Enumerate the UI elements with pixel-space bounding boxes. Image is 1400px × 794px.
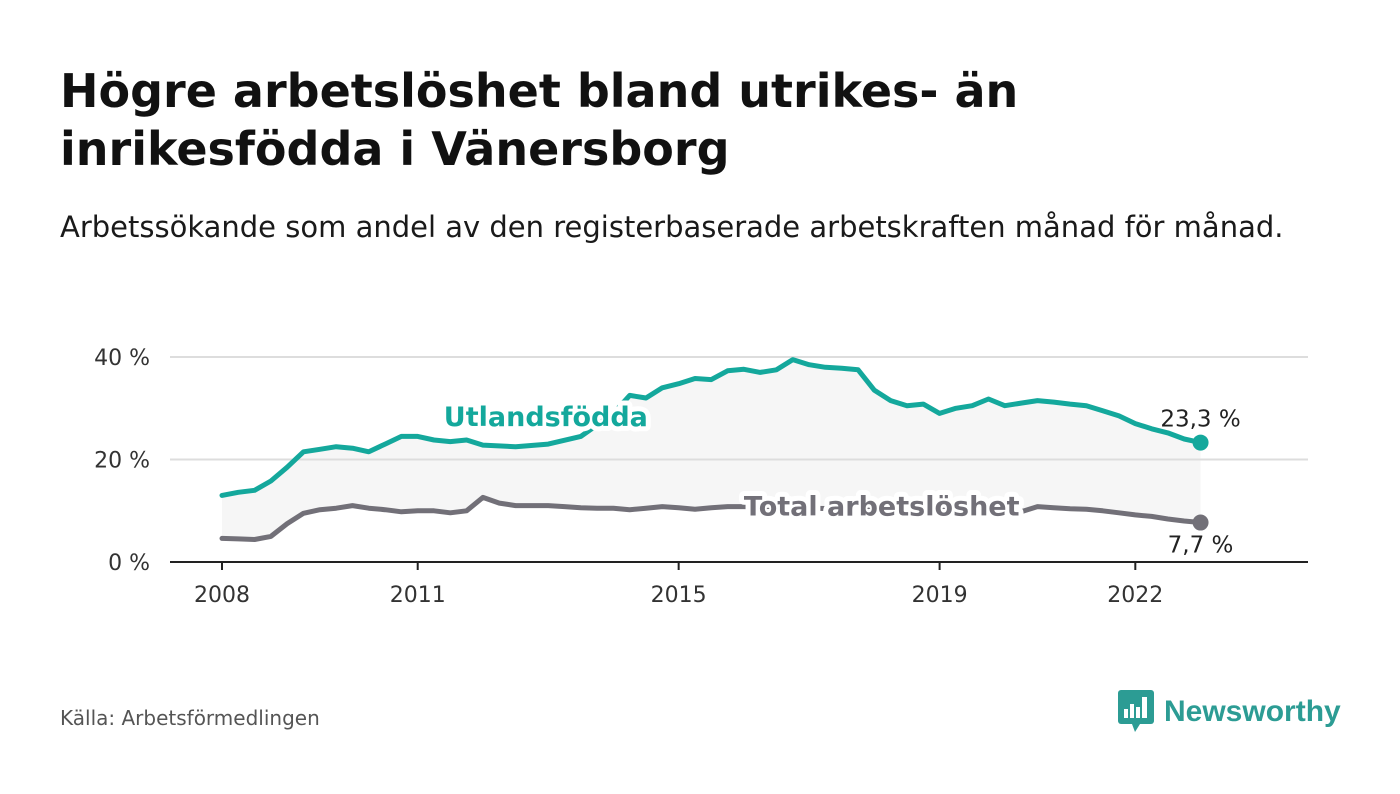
chart-subtitle: Arbetssökande som andel av den registerb… xyxy=(60,210,1284,244)
newsworthy-logo-icon xyxy=(1118,690,1154,732)
x-tick-label: 2022 xyxy=(1107,583,1163,608)
series-end-label: 23,3 % xyxy=(1160,407,1240,433)
series-line-0 xyxy=(219,357,1203,498)
series-line-1 xyxy=(219,494,1203,542)
x-tick-label: 2008 xyxy=(194,583,250,608)
y-tick-label: 0 % xyxy=(108,551,150,576)
series-label-halo: Total arbetslöshet xyxy=(744,492,1020,523)
x-tick-label: 2015 xyxy=(651,583,707,608)
y-tick-label: 40 % xyxy=(94,346,150,371)
x-tick-label: 2019 xyxy=(912,583,968,608)
brand-name: Newsworthy xyxy=(1164,695,1341,728)
series-label: Total arbetslöshet xyxy=(744,492,1020,523)
series-end-marker xyxy=(1192,434,1209,451)
gap-area xyxy=(222,359,1201,540)
brand-logo[interactable]: Newsworthy xyxy=(1118,690,1341,734)
series-label: Utlandsfödda xyxy=(444,402,648,433)
series-end-marker xyxy=(1192,514,1209,531)
series-end-label: 7,7 % xyxy=(1168,533,1234,559)
y-tick-label: 20 % xyxy=(94,449,150,474)
series-label-halo: Utlandsfödda xyxy=(444,402,648,433)
chart-title: Högre arbetslöshet bland utrikes- än inr… xyxy=(60,64,1019,176)
source-note: Källa: Arbetsförmedlingen xyxy=(60,706,320,730)
x-tick-label: 2011 xyxy=(390,583,446,608)
